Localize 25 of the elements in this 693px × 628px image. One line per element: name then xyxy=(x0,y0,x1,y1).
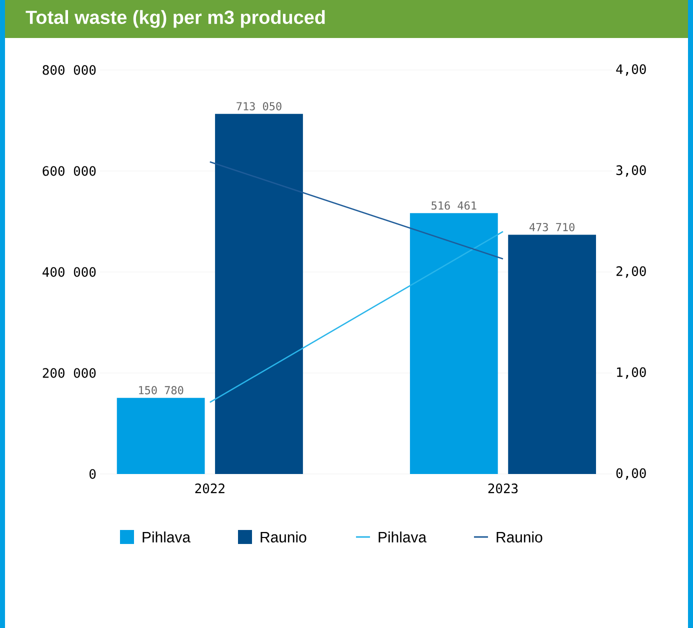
data-label: 150 780 xyxy=(139,386,184,394)
bar xyxy=(215,114,303,474)
legend-label: Pihlava xyxy=(378,532,427,542)
x-tick-label: 2023 xyxy=(488,484,518,494)
y2-tick-label: 1,00 xyxy=(617,367,646,379)
y-tick-label: 0 xyxy=(90,469,96,479)
y-tick-label: 400 000 xyxy=(42,267,96,277)
bar xyxy=(410,213,498,474)
legend-label: Pihlava xyxy=(142,532,191,542)
y2-tick-label: 4,00 xyxy=(616,64,646,76)
y-tick-label: 800 000 xyxy=(42,65,96,75)
data-label: 473 710 xyxy=(530,222,574,232)
y-tick-label: 200 000 xyxy=(42,368,96,378)
bar xyxy=(116,398,205,474)
data-label: 516 461 xyxy=(432,201,476,210)
y2-tick-label: 2,00 xyxy=(616,266,646,278)
legend-label: Raunio xyxy=(260,532,306,542)
y2-tick-label: 3,00 xyxy=(616,165,646,177)
y-tick-label: 600 000 xyxy=(42,166,96,176)
chart-title: Total waste (kg) per m3 produced xyxy=(26,10,325,28)
x-tick-label: 2022 xyxy=(195,484,224,494)
y2-tick-label: 0,00 xyxy=(616,468,646,480)
data-label: 713 050 xyxy=(236,102,282,110)
bar xyxy=(508,234,596,474)
legend-label: Raunio xyxy=(496,532,542,542)
